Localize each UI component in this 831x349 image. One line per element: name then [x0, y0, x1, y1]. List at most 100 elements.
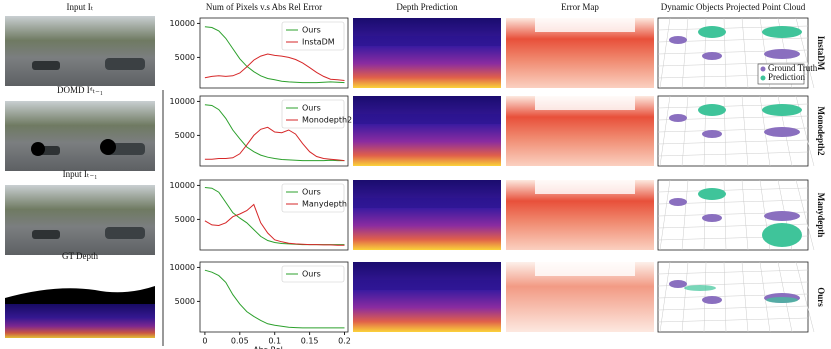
- plot-frame: [199, 179, 349, 251]
- image-caption: Input Iₜ₋₁: [63, 169, 98, 179]
- pc-grid: [681, 179, 689, 251]
- pc-grid: [657, 305, 809, 311]
- row-label: Ours: [816, 287, 826, 307]
- legend-box: [281, 21, 345, 51]
- gt-cluster: [764, 211, 800, 221]
- depth-near: [353, 36, 501, 46]
- car: [105, 227, 145, 239]
- car: [105, 58, 145, 70]
- legend-box: [281, 99, 345, 129]
- y-tick-label: 5000: [175, 297, 195, 306]
- pred-cluster: [762, 104, 802, 116]
- gt-cluster: [764, 49, 800, 59]
- series-line: [204, 203, 345, 246]
- pc-grid: [723, 261, 727, 333]
- legend-box: [281, 265, 345, 283]
- gt-cluster: [702, 214, 722, 222]
- image-caption: Input Iₜ: [67, 2, 94, 12]
- error-sky: [535, 180, 635, 194]
- pc-legend-marker: [760, 75, 766, 81]
- pc-legend-label: Prediction: [768, 72, 805, 82]
- pc-grid: [681, 261, 689, 333]
- plot-frame: [199, 95, 349, 167]
- y-tick-label: 10000: [170, 181, 195, 190]
- y-tick-label: 10000: [170, 19, 195, 28]
- input-image: [5, 16, 155, 86]
- legend-label: Monodepth2: [302, 116, 352, 125]
- x-tick-label: 0.1: [268, 337, 281, 346]
- y-tick-label: 5000: [175, 215, 195, 224]
- pred-cluster: [684, 285, 716, 291]
- depth-prediction: [353, 180, 501, 250]
- y-tick-label: 5000: [175, 131, 195, 140]
- pred-cluster: [698, 188, 726, 200]
- y-tick-label: 10000: [170, 97, 195, 106]
- depth-prediction: [353, 262, 501, 332]
- pc-grid: [659, 17, 671, 89]
- pc-grid: [657, 139, 809, 145]
- pc-grid: [659, 261, 671, 333]
- input-image: [5, 185, 155, 255]
- row-label: Manydepth: [816, 193, 826, 238]
- pc-grid: [657, 269, 809, 275]
- series-line: [204, 104, 345, 162]
- pred-cluster: [766, 297, 798, 303]
- plot-frame: [199, 17, 349, 89]
- pred-cluster: [762, 223, 802, 247]
- car: [32, 61, 60, 70]
- masked-object: [100, 139, 116, 155]
- pc-grid: [659, 179, 671, 251]
- pc-grid: [657, 187, 809, 193]
- plot-frame: [199, 261, 349, 333]
- pc-legend-marker: [760, 66, 766, 72]
- legend-box: [281, 183, 345, 213]
- x-tick-label: 0.2: [338, 337, 351, 346]
- error-sky: [535, 262, 635, 276]
- pred-cluster: [698, 104, 726, 116]
- pc-grid: [741, 17, 749, 89]
- gt-cluster: [702, 296, 722, 304]
- gt-cluster: [702, 52, 722, 60]
- legend-label: Ours: [302, 270, 321, 279]
- pc-grid: [795, 179, 815, 251]
- series-line: [204, 53, 345, 81]
- gt-cluster: [669, 198, 687, 206]
- gt-cluster: [702, 130, 722, 138]
- pc-grid: [741, 179, 749, 251]
- legend-label: Ours: [302, 188, 321, 197]
- y-tick-label: 10000: [170, 263, 195, 272]
- depth-near: [353, 198, 501, 208]
- pc-grid: [741, 261, 749, 333]
- y-tick-label: 5000: [175, 53, 195, 62]
- x-tick-label: 0: [202, 337, 207, 346]
- pc-grid: [795, 261, 815, 333]
- legend-label: Ours: [302, 104, 321, 113]
- column-header: Depth Prediction: [396, 2, 458, 12]
- pc-grid: [657, 61, 809, 67]
- gt-depth-ground: [5, 304, 155, 338]
- input-image: [5, 101, 155, 171]
- pred-cluster: [698, 26, 726, 38]
- chart-title: Num of Pixels v.s Abs Rel Error: [206, 2, 322, 12]
- gt-cluster: [764, 127, 800, 137]
- series-line: [204, 126, 345, 162]
- pc-grid: [741, 95, 749, 167]
- gt-cluster: [669, 114, 687, 122]
- row-label: Monodepth2: [816, 106, 826, 156]
- row-label: InstaDM: [816, 36, 826, 71]
- error-sky: [535, 18, 635, 32]
- depth-near: [353, 114, 501, 124]
- pc-legend: [757, 63, 805, 85]
- column-header: Dynamic Objects Projected Point Cloud: [661, 2, 806, 12]
- depth-near: [353, 280, 501, 290]
- gt-depth-sky: [5, 266, 155, 298]
- x-axis-label: Abs Rel: [253, 346, 283, 349]
- column-header: Error Map: [561, 2, 599, 12]
- x-tick-label: 0.15: [301, 337, 319, 346]
- pc-grid: [703, 261, 707, 333]
- pred-cluster: [762, 26, 802, 38]
- error-sky: [535, 96, 635, 110]
- series-line: [204, 269, 345, 329]
- image-caption: GT Depth: [62, 251, 99, 261]
